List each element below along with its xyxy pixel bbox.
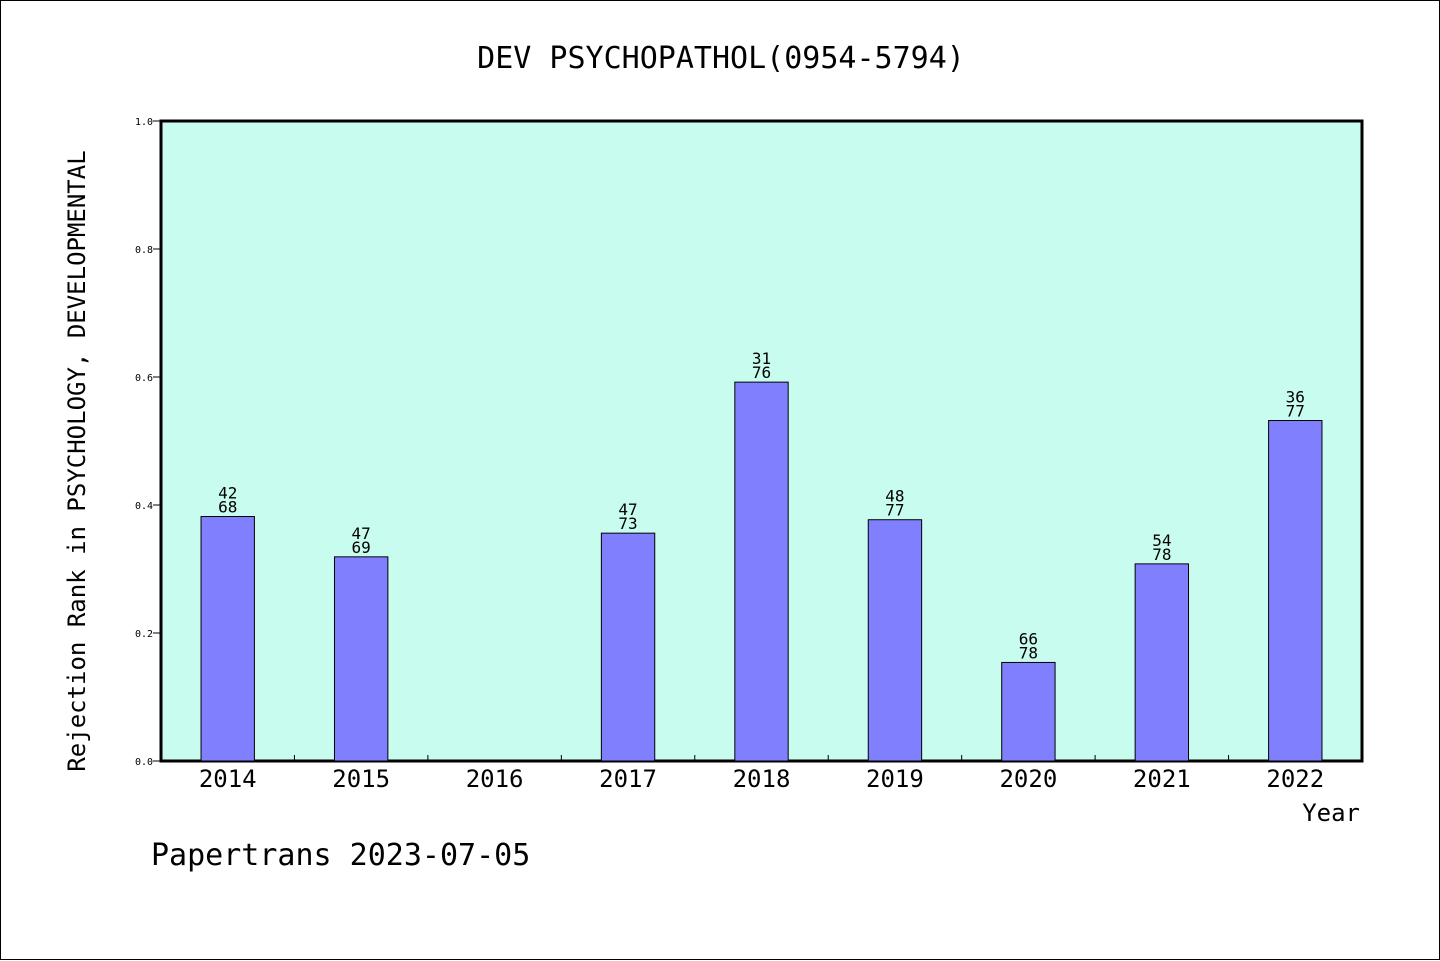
data-label-total: 76 (752, 363, 771, 382)
x-tick-label: 2017 (599, 765, 657, 793)
x-tick-label: 2014 (199, 765, 257, 793)
data-label-rank: 47 (618, 500, 637, 519)
footer-credit: Papertrans 2023-07-05 (151, 838, 530, 873)
y-tick-label: 0.8 (135, 245, 153, 256)
bar (200, 516, 255, 762)
data-label-rank: 47 (352, 524, 371, 543)
data-label-total: 77 (885, 501, 904, 520)
y-tick-label: 0.4 (135, 501, 153, 512)
data-label-total: 73 (618, 514, 637, 533)
x-axis-label: Year (1302, 799, 1360, 827)
data-label-rank: 54 (1152, 531, 1171, 550)
x-tick-label: 2016 (466, 765, 524, 793)
y-axis-ticks: 0.0 0.2 0.4 0.6 0.8 1.0 (135, 117, 161, 768)
y-tick-label: 0.2 (135, 629, 153, 640)
bar (333, 556, 389, 762)
bar (867, 519, 923, 762)
y-tick-label: 1.0 (135, 117, 153, 128)
y-tick-label: 0.6 (135, 373, 153, 384)
data-label-total: 78 (1152, 545, 1171, 564)
data-label-total: 68 (218, 498, 237, 517)
data-label-rank: 42 (218, 484, 237, 503)
x-tick-label: 2018 (733, 765, 791, 793)
data-label-rank: 31 (752, 349, 771, 368)
x-tick-label: 2022 (1266, 765, 1324, 793)
y-axis-label: Rejection Rank in PSYCHOLOGY, DEVELOPMEN… (63, 150, 91, 771)
bar (1001, 661, 1056, 762)
x-tick-label: 2019 (866, 765, 924, 793)
x-tick-label: 2021 (1133, 765, 1191, 793)
data-label-total: 77 (1286, 402, 1305, 421)
data-label-rank: 36 (1286, 388, 1305, 407)
bar (600, 532, 656, 762)
data-label-rank: 66 (1019, 629, 1038, 648)
data-label-total: 69 (352, 538, 371, 557)
bar (734, 381, 789, 762)
x-axis-ticks: 2014 2015 2016 2017 2018 2019 2020 2021 2022 (199, 755, 1324, 793)
x-tick-label: 2020 (999, 765, 1057, 793)
data-label-total: 78 (1019, 643, 1038, 662)
y-tick-label: 0.0 (135, 757, 153, 768)
chart-title: DEV PSYCHOPATHOL(0954-5794) (477, 41, 965, 76)
data-label-rank: 48 (885, 487, 904, 506)
bar (1268, 420, 1323, 762)
bar (1134, 563, 1190, 762)
x-tick-label: 2015 (332, 765, 390, 793)
bar-series (200, 381, 1323, 762)
